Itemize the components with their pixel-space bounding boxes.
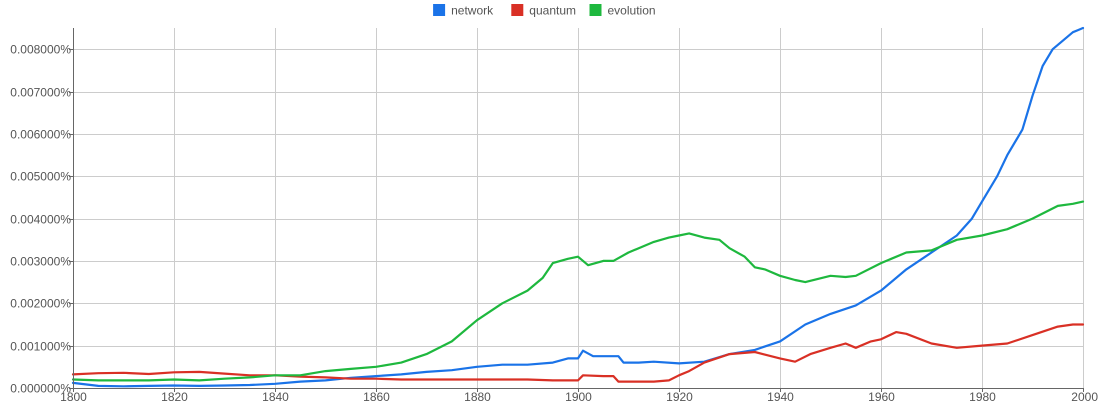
x-tick-label: 1840 <box>262 390 289 403</box>
y-tick-label: 0.000000% <box>10 382 71 396</box>
x-tick-label: 1920 <box>666 390 693 403</box>
legend-label: quantum <box>529 4 576 18</box>
legend-item-network: network <box>433 4 494 18</box>
y-tick-label: 0.001000% <box>10 340 71 354</box>
series-line-network <box>71 26 1085 388</box>
legend-swatch <box>511 4 524 16</box>
y-tick-label: 0.002000% <box>10 297 71 311</box>
x-tick-label: 1860 <box>363 390 390 403</box>
x-tick-label: 1820 <box>161 390 188 403</box>
legend-label: network <box>451 4 494 18</box>
x-tick-label: 1960 <box>868 390 895 403</box>
y-tick-label: 0.004000% <box>10 213 71 227</box>
y-tick-label: 0.007000% <box>10 86 71 100</box>
x-tick-label: 1940 <box>767 390 794 403</box>
y-tick-label: 0.003000% <box>10 255 71 269</box>
y-tick-label: 0.006000% <box>10 128 71 142</box>
y-tick-label: 0.005000% <box>10 170 71 184</box>
y-tick-label: 0.008000% <box>10 43 71 57</box>
x-tick-label: 1880 <box>464 390 491 403</box>
series-line-evolution <box>71 200 1085 382</box>
legend-label: evolution <box>608 4 656 18</box>
legend-swatch <box>433 4 446 16</box>
legend-swatch <box>589 4 602 16</box>
x-tick-label: 2000 <box>1071 390 1098 403</box>
x-tick-label: 1900 <box>565 390 592 403</box>
x-tick-label: 1800 <box>60 390 87 403</box>
legend-item-evolution: evolution <box>589 4 656 18</box>
x-tick-label: 1980 <box>969 390 996 403</box>
legend-item-quantum: quantum <box>511 4 576 18</box>
